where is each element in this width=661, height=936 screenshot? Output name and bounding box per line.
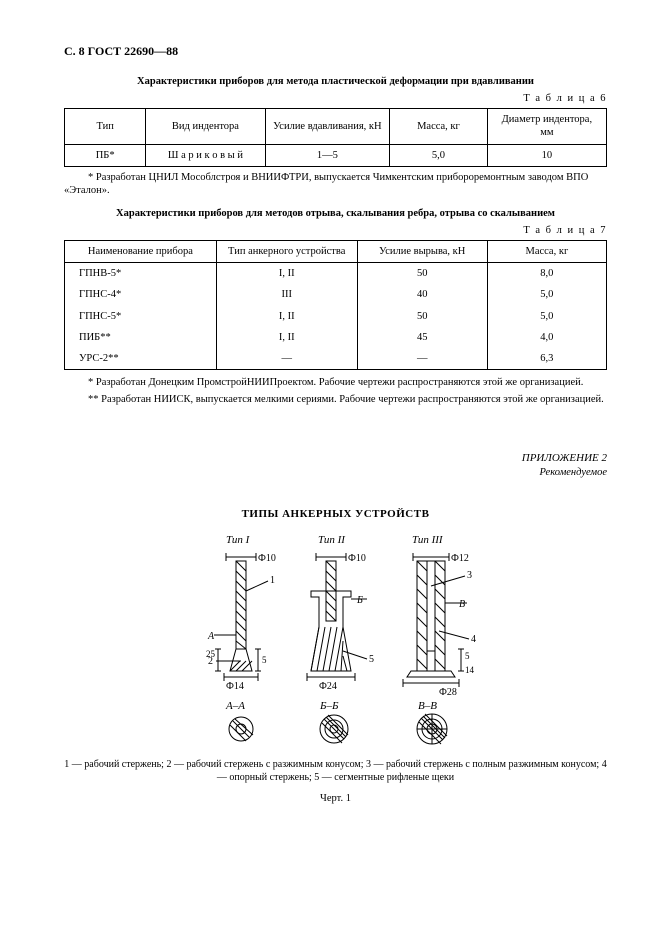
fig-type3-label: Тип III [412,534,444,546]
t6-col: Масса, кг [390,109,488,144]
figure-anchor-types: Тип I Тип II Тип III Ф10 Ф14 1 2 А 5 25 … [64,531,607,751]
t7-cell: 5,0 [487,306,606,327]
sec-bb: Б–Б [319,700,339,712]
t7-cell: ГПНС-5* [65,306,217,327]
fig-dim5: 5 [262,655,267,665]
fig-A-lbl: А [207,631,215,642]
fig-V-lbl: В [459,599,465,610]
page-header: С. 8 ГОСТ 22690—88 [64,44,607,59]
t6-col: Диаметр индентора, мм [487,109,606,144]
table7-note1: * Разработан Донецким ПромстройНИИПроект… [64,376,607,389]
fig-d14: Ф14 [226,681,244,692]
t6-cell: 5,0 [390,144,488,166]
t7-col: Наименование прибора [65,241,217,263]
t7-cell: I, II [216,263,357,285]
t6-cell: ПБ* [65,144,146,166]
t7-cell: ПИБ** [65,327,217,348]
t7-cell: — [357,348,487,370]
t7-cell: — [216,348,357,370]
t7-cell: 5,0 [487,284,606,305]
t7-cell: 50 [357,263,487,285]
fig-leader-4: 4 [471,634,476,645]
t7-col: Усилие вырыва, кН [357,241,487,263]
figure-label: Черт. 1 [64,792,607,805]
section-title: ТИПЫ АНКЕРНЫХ УСТРОЙСТВ [64,508,607,522]
t7-cell: 40 [357,284,487,305]
fig-leader-3: 3 [467,570,472,581]
fig-d12: Ф12 [451,553,469,564]
fig-d24: Ф24 [319,681,337,692]
t6-cell: 10 [487,144,606,166]
fig-dim14: 14 [465,665,475,675]
t7-cell: 8,0 [487,263,606,285]
t7-cell: 6,3 [487,348,606,370]
t7-cell: ГПНС-4* [65,284,217,305]
t7-cell: 50 [357,306,487,327]
appendix-sub: Рекомендуемое [540,467,607,478]
t6-col: Усилие вдавливания, кН [265,109,390,144]
table7-caption: Характеристики приборов для методов отры… [64,207,607,220]
fig-leader-1: 1 [270,575,275,586]
t7-col: Тип анкерного устройства [216,241,357,263]
table6: Тип Вид индентора Усилие вдавливания, кН… [64,108,607,166]
fig-dim5b: 5 [465,651,470,661]
fig-dim25: 25 [206,649,216,659]
t7-col: Масса, кг [487,241,606,263]
t7-cell: УРС-2** [65,348,217,370]
appendix-title: ПРИЛОЖЕНИЕ 2 [522,452,607,464]
t7-cell: III [216,284,357,305]
t6-cell: Ш а р и к о в ы й [146,144,265,166]
table6-note: * Разработан ЦНИЛ Мособлстроя и ВНИИФТРИ… [64,171,607,197]
fig-d28: Ф28 [439,687,457,698]
fig-d10: Ф10 [258,553,276,564]
t6-col: Вид индентора [146,109,265,144]
t7-cell: ГПНВ-5* [65,263,217,285]
table6-caption: Характеристики приборов для метода пласт… [64,75,607,88]
t6-cell: 1—5 [265,144,390,166]
sec-vv: В–В [418,700,437,712]
t7-cell: 4,0 [487,327,606,348]
fig-leader-5: 5 [369,654,374,665]
t7-cell: I, II [216,327,357,348]
table7: Наименование прибора Тип анкерного устро… [64,240,607,370]
figure-legend: 1 — рабочий стержень; 2 — рабочий стерже… [64,759,607,784]
fig-B-lbl: Б [356,595,363,606]
sec-aa: А–А [225,700,245,712]
fig-type1-label: Тип I [226,534,251,546]
table7-note2: ** Разработан НИИСК, выпускается мелкими… [64,393,607,406]
t7-cell: I, II [216,306,357,327]
fig-type2-label: Тип II [318,534,346,546]
table6-label: Т а б л и ц а 6 [64,92,607,105]
appendix-block: ПРИЛОЖЕНИЕ 2 Рекомендуемое [64,452,607,480]
t7-cell: 45 [357,327,487,348]
t6-col: Тип [65,109,146,144]
table7-label: Т а б л и ц а 7 [64,224,607,237]
fig-d10b: Ф10 [348,553,366,564]
